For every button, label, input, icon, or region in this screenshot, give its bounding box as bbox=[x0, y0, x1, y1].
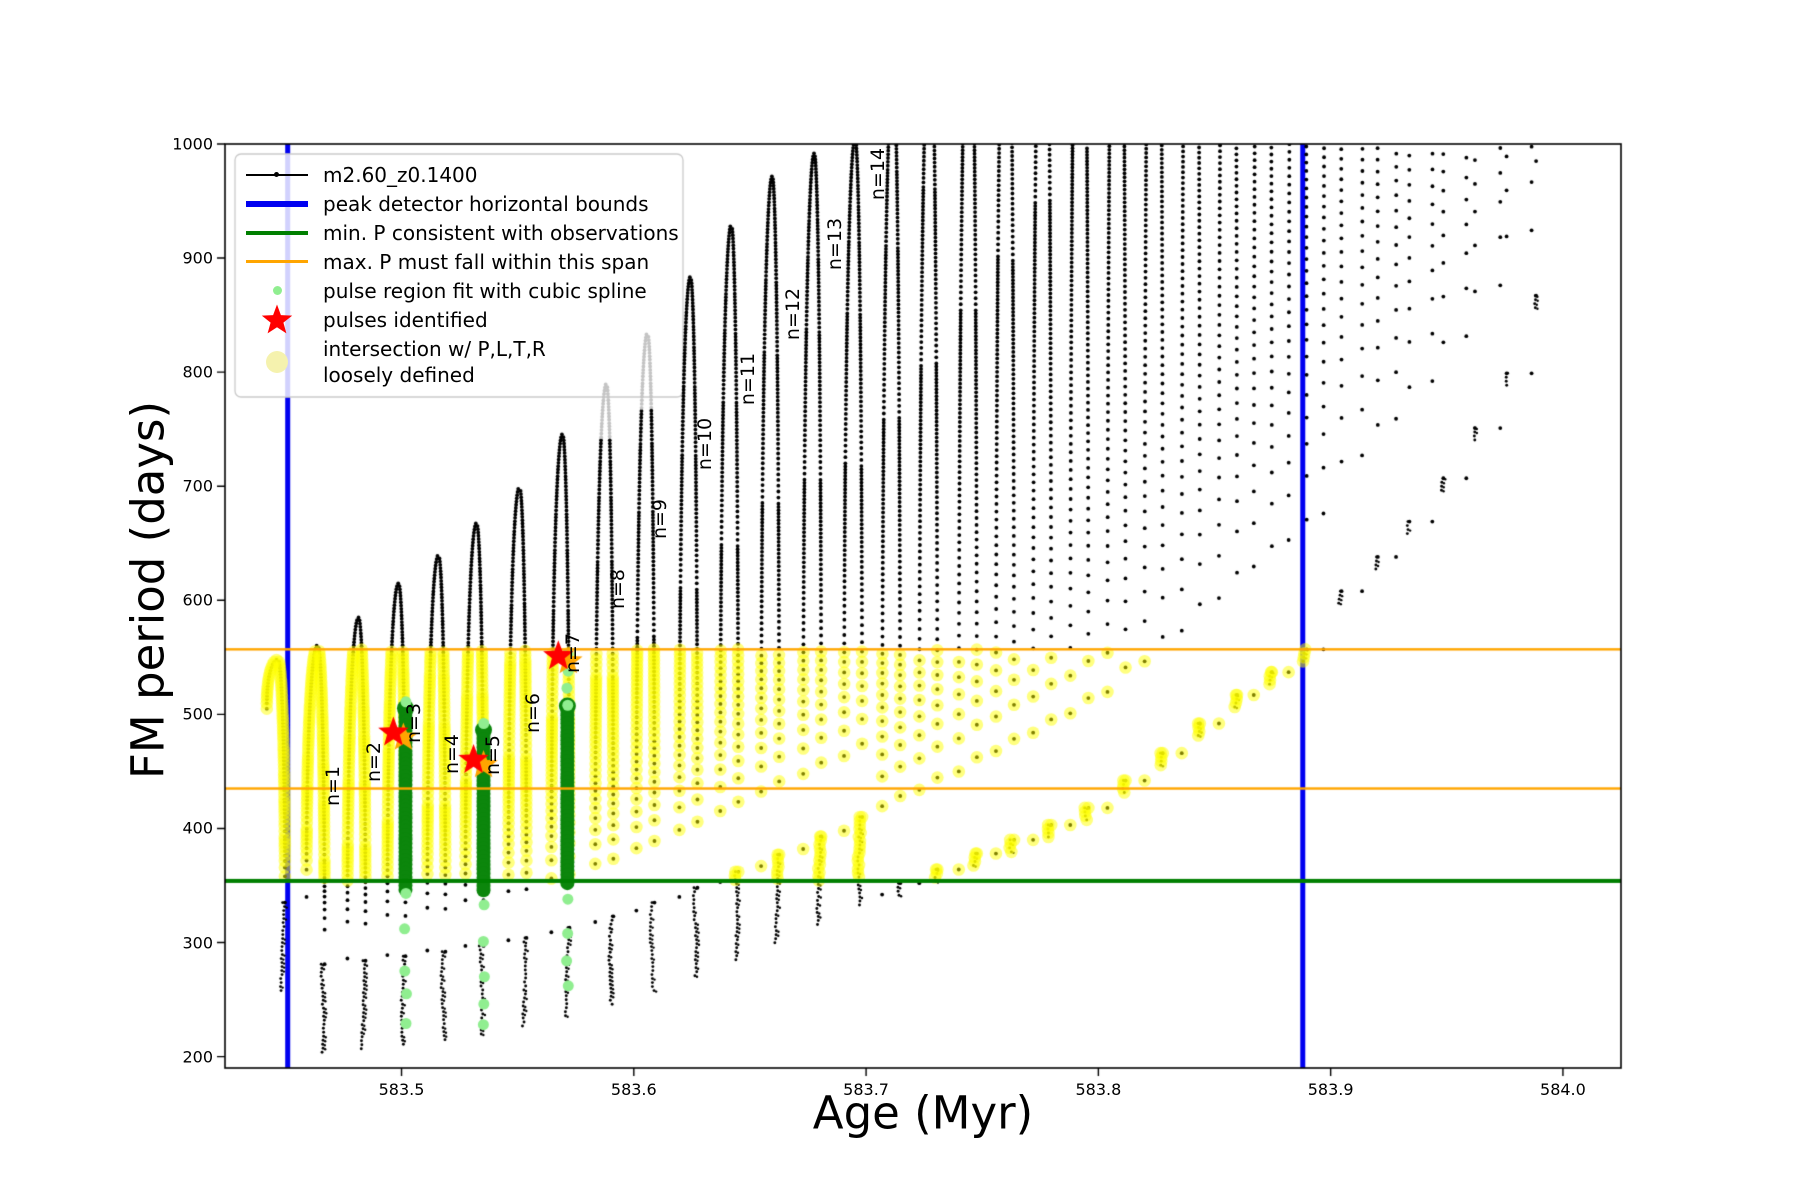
y-tick-label: 700 bbox=[182, 476, 213, 496]
x-axis-label: Age (Myr) bbox=[812, 1086, 1034, 1140]
legend-label: m2.60_z0.1400 bbox=[323, 162, 478, 187]
legend-label: peak detector horizontal bounds bbox=[323, 191, 649, 216]
pulse-label: n=5 bbox=[481, 735, 504, 776]
x-tick-label: 583.6 bbox=[610, 1080, 657, 1099]
pulse-label: n=12 bbox=[782, 287, 805, 341]
y-tick-label: 600 bbox=[182, 590, 213, 610]
legend-item-max-p: max. P must fall within this span bbox=[245, 247, 675, 276]
pulse-label: n=13 bbox=[824, 218, 847, 271]
pulse-label: n=6 bbox=[522, 693, 545, 734]
y-axis-label: FM period (days) bbox=[121, 401, 175, 779]
y-tick-label: 800 bbox=[182, 362, 213, 382]
legend-item-pulses: pulses identified bbox=[245, 303, 675, 337]
pulse-label: n=10 bbox=[694, 417, 717, 471]
y-tick-label: 200 bbox=[182, 1047, 213, 1067]
y-tick-label: 300 bbox=[182, 933, 213, 953]
y-tick-label: 500 bbox=[182, 704, 213, 724]
pulse-label: n=7 bbox=[562, 632, 585, 673]
pulse-label: n=11 bbox=[737, 352, 760, 406]
legend: m2.60_z0.1400 peak detector horizontal b… bbox=[235, 154, 683, 397]
pulse-label: n=2 bbox=[362, 742, 385, 783]
legend-item-intersection: intersection w/ P,L,T,R loosely defined bbox=[245, 334, 675, 390]
pulse-label: n=8 bbox=[607, 568, 630, 609]
x-tick-label: 583.7 bbox=[843, 1080, 889, 1099]
pulse-label: n=4 bbox=[441, 734, 464, 775]
green-line-icon bbox=[245, 230, 309, 235]
y-tick-label: 1000 bbox=[172, 134, 213, 154]
paleyellow-dot-icon bbox=[245, 351, 309, 373]
x-tick-label: 583.8 bbox=[1075, 1080, 1122, 1099]
red-star-icon bbox=[245, 303, 309, 337]
pulse-label: n=14 bbox=[867, 147, 890, 200]
pulse-label: n=3 bbox=[402, 703, 425, 744]
legend-label: intersection w/ P,L,T,R loosely defined bbox=[323, 337, 546, 387]
legend-label: pulse region fit with cubic spline bbox=[323, 278, 647, 303]
legend-item-spline: pulse region fit with cubic spline bbox=[245, 276, 675, 305]
orange-line-icon bbox=[245, 260, 309, 263]
y-tick-label: 900 bbox=[182, 248, 213, 268]
pulse-label: n=1 bbox=[322, 766, 345, 807]
legend-label: max. P must fall within this span bbox=[323, 249, 650, 274]
track-line-icon bbox=[245, 171, 309, 177]
lightgreen-dot-icon bbox=[245, 286, 309, 295]
pulse-label: n=9 bbox=[649, 499, 672, 540]
x-tick-label: 584.0 bbox=[1540, 1080, 1586, 1099]
x-tick-label: 583.5 bbox=[378, 1080, 425, 1099]
legend-item-min-p: min. P consistent with observations bbox=[245, 218, 679, 247]
blue-line-icon bbox=[245, 200, 309, 207]
legend-item-track: m2.60_z0.1400 bbox=[245, 160, 675, 189]
legend-label: min. P consistent with observations bbox=[323, 220, 679, 245]
x-tick-label: 583.9 bbox=[1307, 1080, 1354, 1099]
y-tick-label: 400 bbox=[182, 818, 213, 838]
legend-label: pulses identified bbox=[323, 307, 488, 332]
legend-item-peak-bounds: peak detector horizontal bounds bbox=[245, 189, 675, 218]
